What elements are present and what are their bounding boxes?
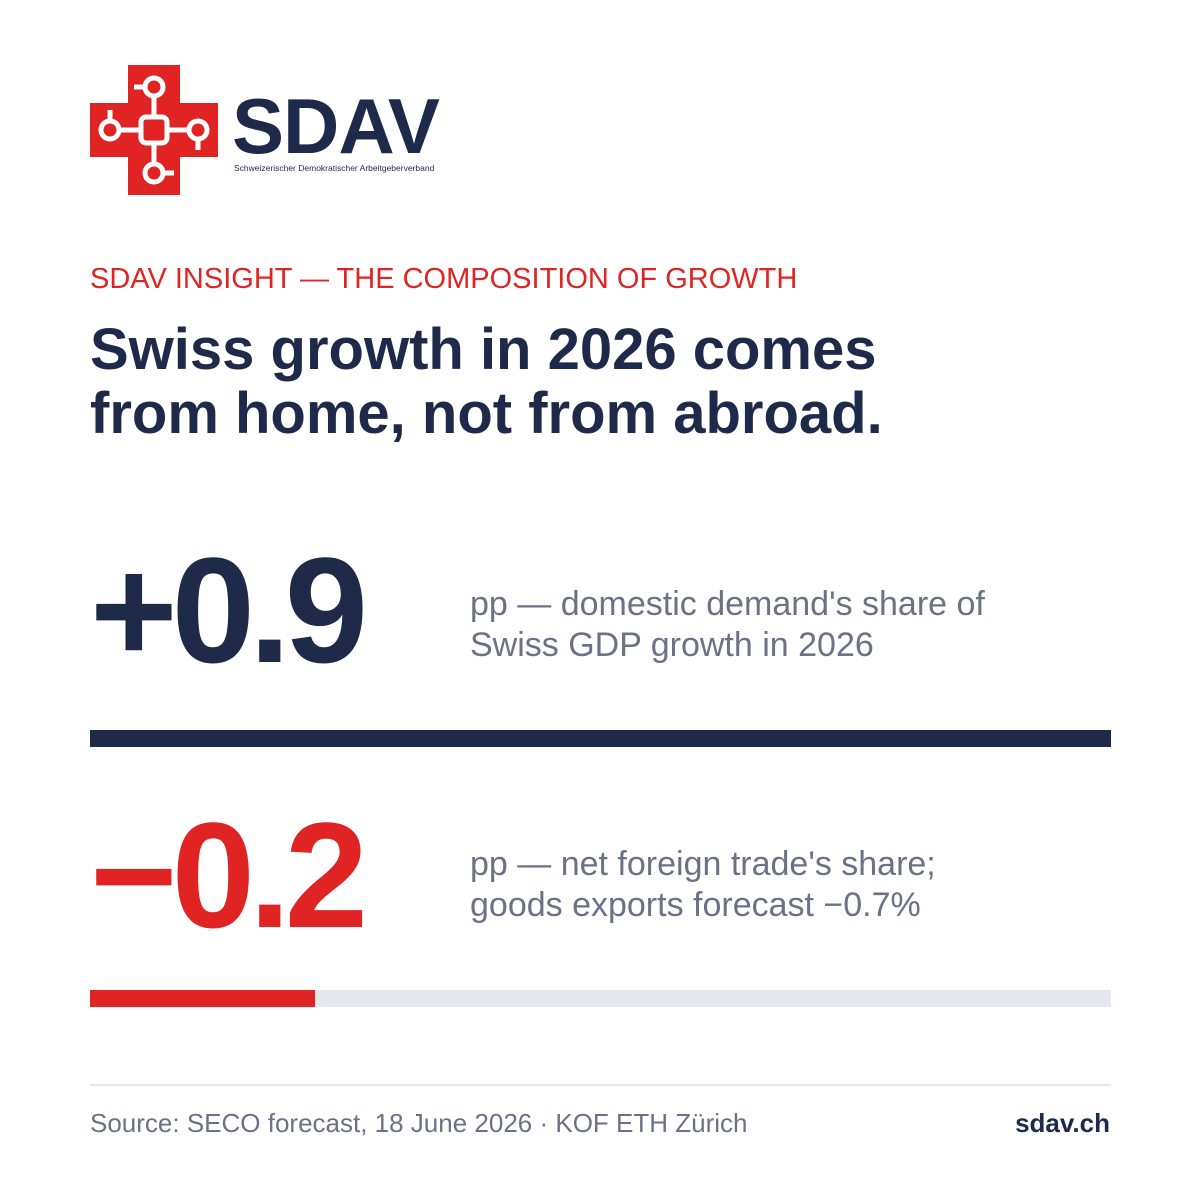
swiss-cross-logo-icon	[90, 65, 218, 195]
page-title-line-1: Swiss growth in 2026 comes	[90, 317, 877, 382]
domestic-demand-description-line-1: pp — domestic demand's share of	[470, 585, 985, 623]
domestic-demand-value: +0.9	[90, 526, 368, 694]
section-eyebrow: SDAV INSIGHT — THE COMPOSITION OF GROWTH	[90, 263, 798, 295]
sdav-logo: SDAV Schweizerischer Demokratischer Arbe…	[90, 65, 440, 195]
net-trade-bar	[90, 990, 1111, 1007]
brand-wordmark: SDAV	[232, 82, 440, 170]
page-title: Swiss growth in 2026 comes from home, no…	[90, 318, 1090, 446]
brand-tagline: Schweizerischer Demokratischer Arbeitgeb…	[234, 163, 435, 173]
net-trade-value: −0.2	[90, 791, 368, 959]
net-trade-description-line-2: goods exports forecast −0.7%	[470, 886, 921, 924]
footer-divider	[90, 1084, 1111, 1086]
domestic-demand-description: pp — domestic demand's share of Swiss GD…	[470, 584, 1110, 666]
domestic-demand-bar	[90, 730, 1111, 747]
domestic-demand-description-line-2: Swiss GDP growth in 2026	[470, 626, 874, 664]
source-note: Source: SECO forecast, 18 June 2026 · KO…	[90, 1108, 748, 1138]
net-trade-bar-fill	[90, 990, 315, 1007]
website-link[interactable]: sdav.ch	[1015, 1108, 1110, 1138]
net-trade-description-line-1: pp — net foreign trade's share;	[470, 845, 936, 883]
net-trade-description: pp — net foreign trade's share; goods ex…	[470, 844, 1110, 926]
domestic-demand-bar-fill	[90, 730, 1111, 747]
page-title-line-2: from home, not from abroad.	[90, 381, 883, 446]
